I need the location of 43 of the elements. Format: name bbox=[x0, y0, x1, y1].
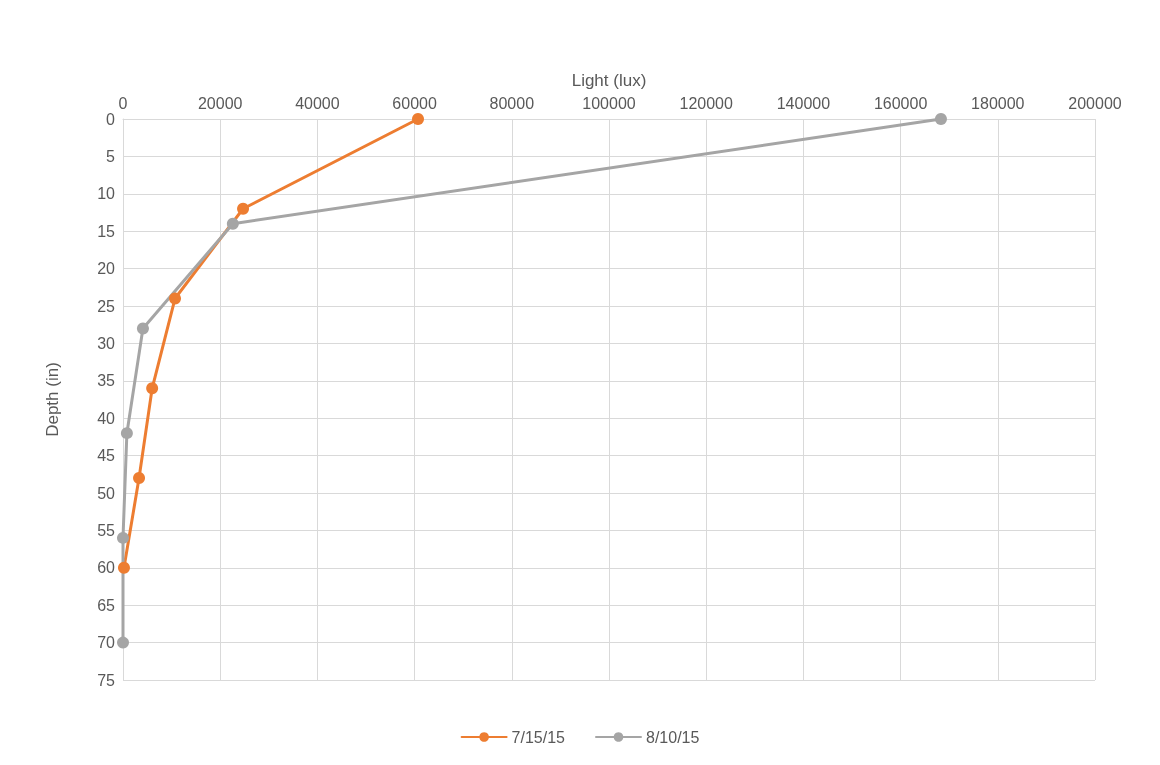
point bbox=[117, 561, 130, 574]
x-tick-label: 40000 bbox=[295, 94, 340, 112]
y-tick-label: 40 bbox=[97, 409, 116, 427]
x-tick-label: 60000 bbox=[392, 94, 437, 112]
point bbox=[117, 531, 129, 544]
legend-label: 8/10/15 bbox=[646, 728, 700, 746]
point bbox=[169, 292, 181, 305]
legend-label: 7/15/15 bbox=[511, 728, 566, 746]
y-tick-label: 50 bbox=[97, 484, 116, 502]
x-tick-label: 200000 bbox=[1068, 94, 1122, 112]
x-tick-label: 160000 bbox=[873, 94, 928, 112]
y-tick-label: 55 bbox=[97, 521, 116, 539]
x-axis-title: Light (lux) bbox=[571, 71, 647, 90]
y-tick-label: 20 bbox=[97, 260, 116, 278]
point bbox=[146, 382, 159, 395]
y-tick-label: 75 bbox=[97, 671, 116, 689]
y-tick-label: 35 bbox=[97, 372, 116, 390]
x-tick-label: 120000 bbox=[679, 94, 733, 112]
y-tick-label: 15 bbox=[97, 222, 116, 240]
y-tick-label: 10 bbox=[97, 185, 116, 203]
point bbox=[934, 113, 947, 125]
point bbox=[136, 322, 149, 335]
x-tick-label: 180000 bbox=[971, 94, 1025, 112]
y-tick-label: 0 bbox=[106, 110, 116, 128]
point bbox=[412, 113, 424, 125]
point bbox=[117, 636, 129, 649]
point bbox=[120, 427, 133, 440]
y-tick-label: 70 bbox=[97, 634, 116, 652]
y-tick-label: 5 bbox=[106, 147, 116, 165]
point bbox=[226, 217, 239, 230]
point bbox=[237, 202, 250, 215]
y-tick-label: 25 bbox=[97, 297, 116, 315]
x-tick-label: 80000 bbox=[489, 94, 535, 112]
x-tick-label: 100000 bbox=[582, 94, 636, 112]
y-tick-label: 45 bbox=[97, 447, 116, 465]
x-tick-label: 0 bbox=[118, 94, 128, 112]
y-axis-title: Depth (in) bbox=[43, 362, 62, 437]
x-tick-label: 140000 bbox=[776, 94, 831, 112]
y-tick-label: 30 bbox=[97, 334, 116, 352]
x-tick-label: 20000 bbox=[197, 94, 243, 112]
y-tick-label: 65 bbox=[97, 596, 116, 614]
y-tick-label: 60 bbox=[97, 559, 116, 577]
point bbox=[133, 472, 146, 485]
